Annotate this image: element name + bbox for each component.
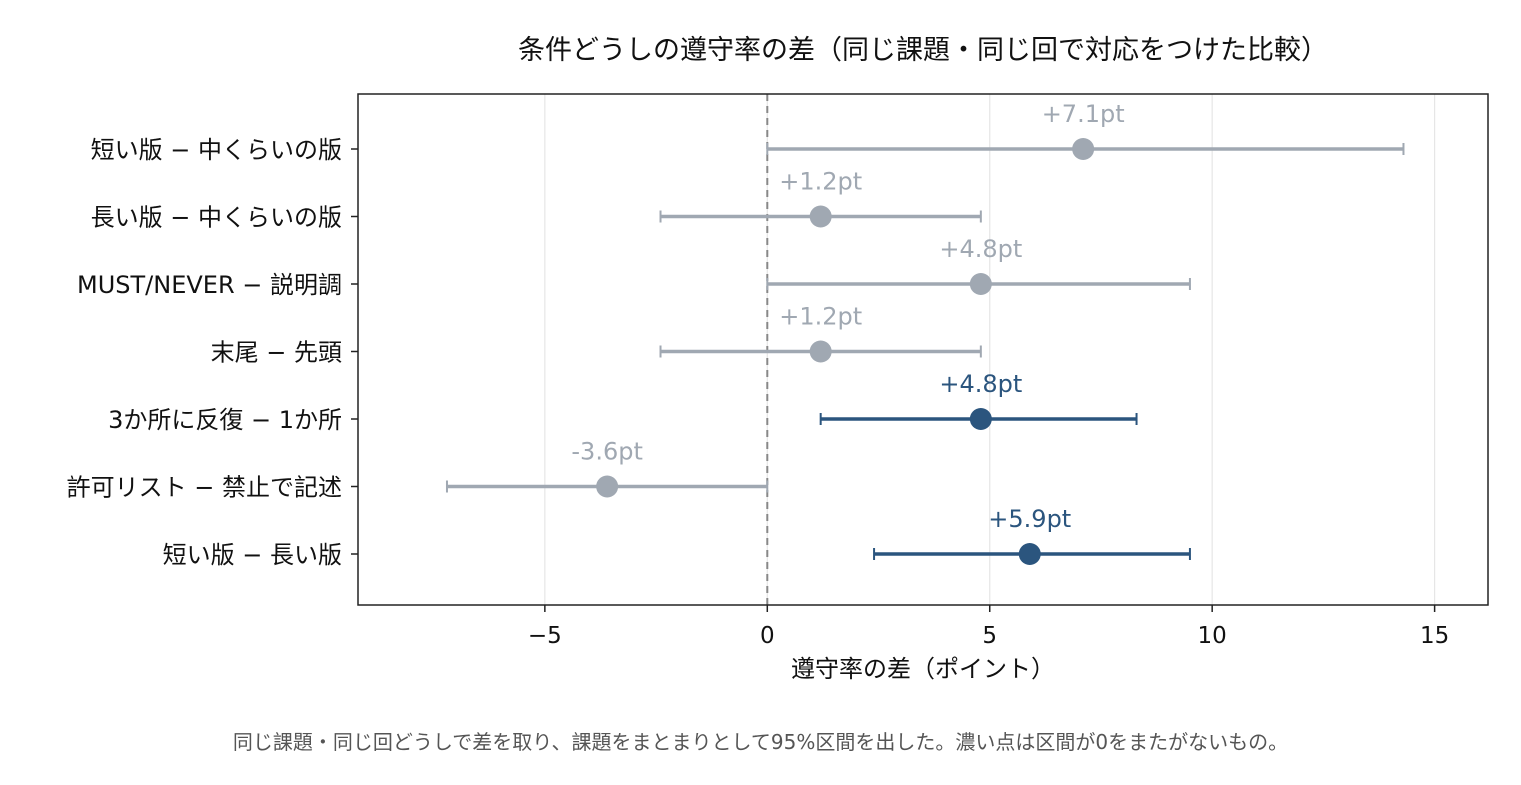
x-axis-label: 遵守率の差（ポイント） [791,655,1055,683]
y-tick-label: 短い版 − 長い版 [163,541,342,569]
chart-caption: 同じ課題・同じ回どうしで差を取り、課題をまとまりとして95%区間を出した。濃い点… [232,730,1289,754]
point-estimate [809,340,832,363]
y-tick-label: 短い版 − 中くらいの版 [91,136,342,164]
x-tick-label: 15 [1420,623,1449,649]
point-estimate [809,205,832,228]
estimate-label: -3.6pt [571,438,642,466]
estimate-label: +1.2pt [779,303,862,331]
x-tick-label: 0 [760,623,775,649]
y-tick-label: MUST/NEVER − 説明調 [77,271,342,299]
chart-title: 条件どうしの遵守率の差（同じ課題・同じ回で対応をつけた比較） [518,35,1328,66]
point-estimate [1072,138,1095,160]
estimate-label: +4.8pt [939,235,1022,263]
estimate-label: +1.2pt [779,168,862,196]
y-tick-label: 末尾 − 先頭 [211,339,342,367]
data-marks: +7.1pt +1.2pt +4.8pt +1.2pt +4.8pt -3.6pt +5.9… [445,100,1405,565]
x-tick-label: 5 [982,623,997,649]
point-estimate [596,475,619,498]
point-estimate [1018,543,1041,565]
estimate-label: +5.9pt [988,505,1071,533]
x-tick-label: −5 [528,623,562,649]
y-tick-label: 長い版 − 中くらいの版 [91,204,342,232]
plot-area-frame [357,93,1489,606]
y-tick-label: 3か所に反復 − 1か所 [108,406,342,434]
estimate-label: +7.1pt [1042,100,1125,128]
x-tick-label: 10 [1198,623,1227,649]
estimate-label: +4.8pt [939,370,1022,398]
point-estimate [969,408,992,430]
point-estimate [969,273,992,295]
y-tick-label: 許可リスト − 禁止で記述 [67,474,342,502]
